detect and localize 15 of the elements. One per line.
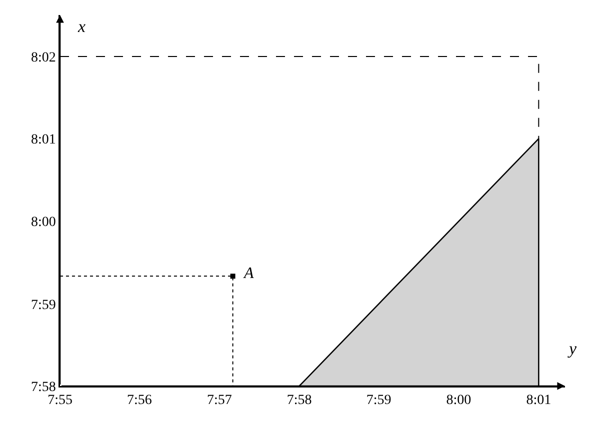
x-axis-title: y [567,339,577,358]
x-tick-label: 7:55 [48,393,72,408]
x-tick-label: 7:57 [206,393,232,408]
y-tick-label: 8:02 [31,50,56,66]
y-tick-label: 8:01 [31,132,56,148]
y-tick-label: 8:00 [31,215,56,230]
y-axis-title: x [77,17,86,36]
x-tick-label: 7:58 [286,393,312,408]
x-tick-label: 7:56 [127,393,152,408]
y-tick-label: 7:59 [31,298,56,313]
x-tick-label: 8:01 [526,393,552,408]
x-tick-label: 8:00 [446,393,472,408]
annotation: A [243,265,254,282]
y-tick-label: 7:58 [31,380,56,395]
x-tick-label: 7:59 [366,393,392,408]
